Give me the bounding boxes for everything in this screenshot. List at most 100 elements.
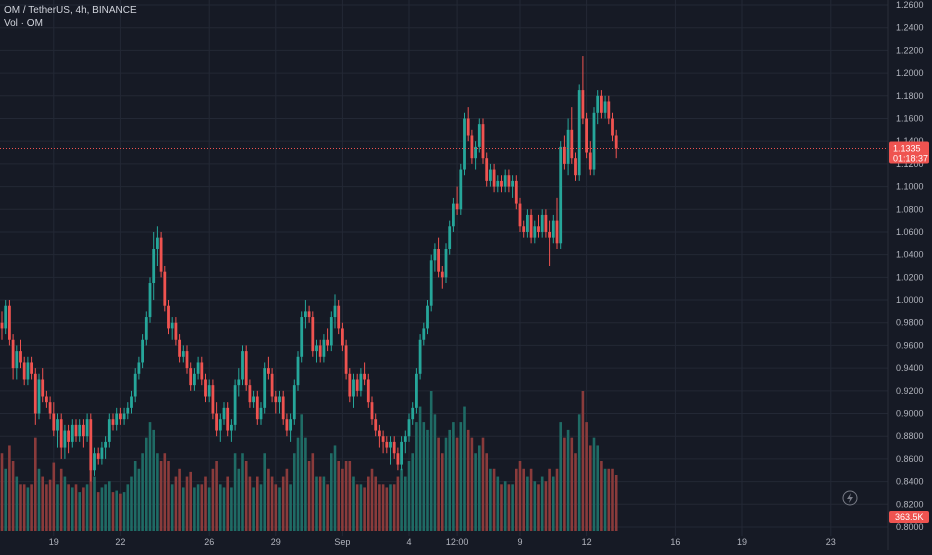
volume-bar [429, 391, 433, 531]
volume-bar [256, 476, 259, 531]
price-tick-label: 1.0400 [896, 250, 924, 260]
candle-body [56, 419, 59, 431]
last-volume-label: 363.5K [895, 512, 924, 522]
volume-bar [585, 422, 588, 531]
candle-body [489, 169, 492, 181]
volume-bars [0, 391, 618, 531]
candle-body [437, 248, 440, 272]
symbol-title[interactable]: OM / TetherUS, 4h, BINANCE [4, 5, 137, 16]
volume-bar [30, 484, 33, 531]
volume-bar [34, 437, 37, 531]
candle-body [426, 305, 429, 329]
candle-body [167, 305, 170, 329]
candle-body [418, 339, 422, 374]
candle-body [19, 351, 22, 363]
time-axis[interactable]: 19 22 26 29 Sep 4 12:00 9 12 16 19 23 [49, 537, 836, 547]
price-tick-label: 0.8600 [896, 454, 924, 464]
candle-body [455, 203, 459, 210]
candle-body [252, 396, 255, 403]
candle-body [563, 146, 566, 164]
candle-body [52, 413, 56, 431]
candle-body [381, 436, 385, 442]
volume-bar [496, 476, 500, 531]
volume-bar [59, 468, 63, 531]
volume-bar [48, 479, 52, 531]
volume-legend[interactable]: Vol · OM [4, 18, 43, 29]
candle-body [433, 248, 437, 261]
volume-bar [204, 476, 207, 531]
candle-body [82, 424, 85, 437]
candle-body [474, 146, 477, 159]
candle-body [459, 169, 463, 210]
volume-bar [159, 461, 163, 531]
volume-bar [315, 476, 318, 531]
time-tick-label: 19 [737, 537, 747, 547]
candle-body [329, 317, 333, 346]
price-tick-label: 0.8800 [896, 431, 924, 441]
price-axis[interactable]: 1.2600 1.2400 1.2200 1.2000 1.1800 1.1600 1.14… [896, 0, 924, 532]
goto-realtime-button[interactable] [842, 490, 858, 506]
volume-bar [170, 484, 174, 531]
volume-bar [337, 461, 340, 531]
volume-bar [196, 484, 200, 531]
candle-body [348, 373, 352, 397]
candle-body [481, 124, 485, 159]
volume-bar [126, 484, 130, 531]
volume-bar [518, 461, 522, 531]
candle-body [255, 396, 259, 420]
candle-body [588, 152, 592, 170]
volume-bar [367, 476, 370, 531]
candle-body [170, 322, 174, 329]
volume-bar [607, 468, 611, 531]
candle-body [555, 220, 559, 244]
candle-body [492, 169, 496, 187]
volume-bar [603, 468, 607, 531]
volume-bar [570, 437, 574, 531]
volume-bar [267, 468, 270, 531]
volume-bar [8, 445, 11, 531]
candle-body [422, 328, 426, 340]
price-tick-label: 0.9600 [896, 340, 924, 350]
volume-bar [74, 484, 78, 531]
volume-bar [481, 437, 485, 531]
volume-bar [596, 445, 599, 531]
candle-body [285, 419, 289, 431]
candle-body [278, 396, 281, 403]
volume-bar [293, 453, 296, 531]
candle-body [11, 339, 15, 369]
volume-bar [589, 445, 592, 531]
volume-bar [200, 484, 204, 531]
volume-bar [270, 476, 274, 531]
volume-bar [404, 476, 407, 531]
volume-bar [492, 468, 496, 531]
price-tick-label: 0.9000 [896, 409, 924, 419]
candle-body [259, 407, 263, 420]
volume-bar [592, 437, 596, 531]
volume-bar [540, 476, 544, 531]
volume-bar [145, 437, 148, 531]
candle-body [37, 379, 41, 414]
volume-bar [407, 461, 411, 531]
candle-body [248, 385, 252, 403]
last-volume-badge [889, 511, 929, 523]
volume-bar [485, 453, 488, 531]
price-tick-label: 1.1600 [896, 113, 924, 123]
candle-body [159, 237, 163, 272]
volume-bar [52, 462, 56, 531]
price-tick-label: 1.0800 [896, 204, 924, 214]
time-tick-label: 23 [826, 537, 836, 547]
volume-bar [359, 484, 363, 531]
volume-bar [515, 468, 518, 531]
volume-bar [108, 481, 111, 531]
volume-bar [152, 429, 155, 531]
volume-bar [341, 468, 344, 531]
volume-bar [470, 437, 474, 531]
candle-body [148, 283, 152, 318]
volume-bar [133, 461, 137, 531]
candle-body [8, 305, 11, 340]
candle-body [0, 322, 4, 329]
candle-body [500, 180, 503, 187]
volume-bar [300, 414, 303, 531]
